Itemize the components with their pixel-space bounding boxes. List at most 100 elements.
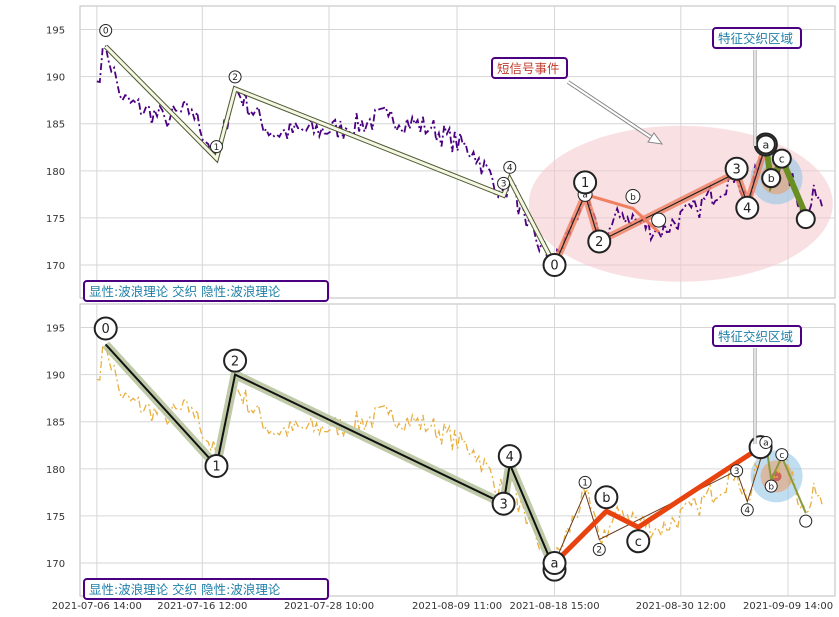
corrective-wave-marker xyxy=(775,448,789,462)
corrective-wave-marker xyxy=(771,148,792,169)
feature-zone-annotation-box xyxy=(712,325,802,347)
footer-annotation-box xyxy=(83,280,329,302)
corrective-wave-label: a xyxy=(763,439,769,449)
y-tick-label: 170 xyxy=(46,261,65,272)
minor-wave-marker xyxy=(592,542,606,556)
short-signal-arrow-inner xyxy=(567,81,656,141)
corrective-wave-label: c xyxy=(779,451,784,461)
corrective-wave-line xyxy=(764,442,807,514)
y-tick-label: 190 xyxy=(46,371,65,382)
impulse-abc-label: b xyxy=(602,491,610,506)
x-tick-label: 2021-08-18 15:00 xyxy=(509,601,599,612)
minor-wave-label: b xyxy=(630,193,636,203)
y-tick-label: 170 xyxy=(46,559,65,570)
major-wave-label: 4 xyxy=(506,450,514,465)
y-tick-label: 185 xyxy=(46,418,65,429)
minor-wave-label: 2 xyxy=(596,546,602,556)
minor-wave-marker xyxy=(651,212,667,228)
minor-wave-label: 3 xyxy=(734,467,740,477)
minor-wave-label: 4 xyxy=(744,506,750,516)
major-wave-label: 1 xyxy=(214,143,220,153)
footer-annotation-text: 显性:波浪理论 交织 隐性:波浪理论 xyxy=(89,582,281,597)
major-wave-marker xyxy=(497,176,511,190)
major-wave-label: 3 xyxy=(499,497,507,512)
feature-zone-annotation-text: 特征交织区域 xyxy=(718,329,793,344)
corrective-wave-marker xyxy=(764,479,778,493)
major-wave-marker xyxy=(204,454,229,479)
major-wave-label: 4 xyxy=(507,164,513,174)
x-tick-label: 2021-08-30 12:00 xyxy=(636,601,726,612)
impulse-abc-label: c xyxy=(635,535,642,550)
short-signal-annotation-text: 短信号事件 xyxy=(497,61,560,76)
footer-annotation-box xyxy=(83,578,329,600)
recent-wave-marker xyxy=(735,195,760,220)
bottom-panel: 170175180185190195012345012345abcabc特征交织… xyxy=(46,303,836,600)
x-tick-label: 2021-08-09 11:00 xyxy=(412,601,502,612)
corrective-wave-label: a xyxy=(763,138,770,151)
corrective-wave-marker xyxy=(759,435,773,449)
feature-zone-annotation-box xyxy=(712,27,802,49)
major-wave-marker xyxy=(497,444,522,469)
corrective-wave-marker xyxy=(761,168,782,189)
major-wave-label: 2 xyxy=(231,354,239,369)
minor-wave-marker xyxy=(578,475,592,489)
y-tick-label: 175 xyxy=(46,214,65,225)
major-wave-marker xyxy=(223,348,248,373)
x-tick-label: 2021-07-16 12:00 xyxy=(157,601,247,612)
corrective-wave-label: b xyxy=(768,172,775,185)
minor-wave-marker xyxy=(740,503,754,517)
recent-wave-marker xyxy=(573,170,598,195)
y-tick-label: 195 xyxy=(46,324,65,335)
recent-wave-label: 0 xyxy=(550,259,558,274)
y-tick-label: 195 xyxy=(46,26,65,37)
x-axis: 2021-07-06 14:00 2021-07-16 12:00 2021-07-… xyxy=(52,601,833,612)
y-tick-label: 190 xyxy=(46,73,65,84)
minor-wave-marker xyxy=(625,189,641,205)
top-panel: 170175180185190195012345ab012345abc特征交织区… xyxy=(46,5,836,302)
y-tick-label: 180 xyxy=(46,465,65,476)
impulse-abc-label: a xyxy=(551,557,559,572)
impulse-abc-marker xyxy=(626,529,651,554)
major-wave-marker xyxy=(99,24,113,38)
y-tick-label: 175 xyxy=(46,512,65,523)
recent-wave-label: 2 xyxy=(595,235,603,250)
short-signal-arrowhead xyxy=(647,132,664,145)
impulse-abc-line xyxy=(552,445,762,565)
corrective-wave-label: b xyxy=(768,482,774,492)
major-wave-label: 1 xyxy=(212,460,220,475)
major-wave-label: 2 xyxy=(232,73,238,83)
recent-wave-line xyxy=(553,144,767,266)
x-tick-label: 2021-07-06 14:00 xyxy=(52,601,142,612)
recent-wave-marker xyxy=(542,253,567,278)
minor-wave-label: 1 xyxy=(582,479,588,489)
recent-wave-label: 3 xyxy=(732,162,740,177)
recent-wave-marker xyxy=(724,156,749,181)
major-wave-label: 0 xyxy=(102,322,110,337)
major-wave-line xyxy=(104,45,556,266)
feature-zone-annotation-text: 特征交织区域 xyxy=(718,31,793,46)
short-signal-annotation-box xyxy=(491,57,568,79)
major-wave-label: 3 xyxy=(501,180,507,190)
corrective-wave-marker xyxy=(795,209,816,230)
corrective-wave-label: c xyxy=(779,153,785,166)
corrective-wave-marker xyxy=(755,134,776,155)
major-wave-marker xyxy=(503,160,517,174)
footer-annotation-text: 显性:波浪理论 交织 隐性:波浪理论 xyxy=(89,284,281,299)
major-wave-marker xyxy=(209,140,223,154)
impulse-abc-marker xyxy=(542,551,567,576)
impulse-abc-marker xyxy=(594,485,619,510)
major-wave-line xyxy=(104,343,556,570)
y-tick-label: 180 xyxy=(46,167,65,178)
minor-wave-label: a xyxy=(582,191,588,201)
minor-wave-marker xyxy=(730,464,744,478)
major-wave-label: 0 xyxy=(103,27,109,37)
major-wave-marker xyxy=(491,491,516,516)
corrective-wave-marker xyxy=(799,514,813,528)
x-tick-label: 2021-07-28 10:00 xyxy=(284,601,374,612)
major-wave-marker xyxy=(93,316,118,341)
x-tick-label: 2021-09-09 14:00 xyxy=(743,601,833,612)
minor-wave-line xyxy=(584,192,660,234)
y-tick-label: 185 xyxy=(46,120,65,131)
recent-wave-label: 1 xyxy=(581,176,589,191)
